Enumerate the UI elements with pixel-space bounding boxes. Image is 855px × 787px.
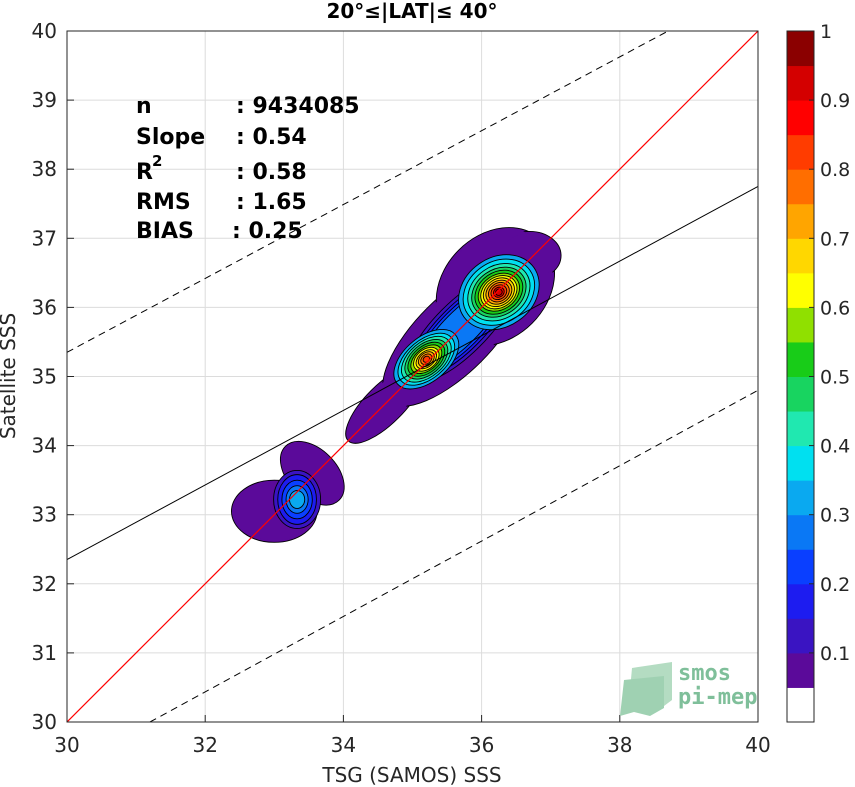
y-tick-label: 30: [32, 710, 57, 734]
logo-line-smos: smos: [678, 661, 731, 686]
y-tick-label: 33: [32, 503, 57, 527]
grid-lines: [66, 30, 759, 723]
colorbar-segment: [787, 272, 814, 308]
colorbar-segment: [787, 307, 814, 343]
y-tick-label: 36: [32, 295, 57, 319]
colorbar-tick-label: 0.6: [820, 297, 850, 319]
colorbar-segment: [787, 341, 814, 377]
colorbar-tick-label: 0.5: [820, 367, 850, 389]
colorbar-segment: [787, 652, 814, 688]
colorbar-tick-label: 1: [820, 21, 832, 43]
colorbar-segment: [787, 31, 814, 67]
x-axis-ticks: 30 32 34 36 38 40: [54, 715, 771, 757]
y-tick-label: 40: [32, 19, 57, 43]
x-tick-label: 34: [331, 733, 356, 757]
reference-lines: [67, 31, 758, 722]
colorbar-segment: [787, 169, 814, 205]
colorbar-segment: [787, 134, 814, 170]
stat-r2-label: R: [136, 160, 153, 185]
stat-rms-label: RMS: [136, 190, 191, 215]
colorbar-tick-label: 0.8: [820, 159, 850, 181]
stat-n-value: : 9434085: [236, 94, 360, 119]
x-tick-label: 30: [54, 733, 79, 757]
colorbar-segment: [787, 687, 814, 723]
density-contour-band: [495, 288, 503, 296]
upper-bound-dashed-line: [67, 31, 669, 353]
colorbar: [786, 30, 815, 723]
colorbar-tick-label: 0.4: [820, 436, 850, 458]
stat-slope-label: Slope: [136, 125, 205, 150]
colorbar-segment: [787, 376, 814, 412]
colorbar-segment: [787, 100, 814, 136]
colorbar-segment: [787, 549, 814, 585]
y-tick-label: 38: [32, 157, 57, 181]
colorbar-segment: [787, 480, 814, 516]
colorbar-segment: [787, 411, 814, 447]
colorbar-segment: [787, 583, 814, 619]
lower-bound-dashed-line: [149, 389, 758, 722]
x-tick-label: 40: [745, 733, 770, 757]
identity-line: [67, 31, 758, 722]
colorbar-segment: [787, 238, 814, 274]
smos-pimep-logo: smos pi-mep: [620, 661, 757, 716]
x-tick-label: 38: [607, 733, 632, 757]
stat-rms-value: : 1.65: [236, 190, 307, 215]
y-axis-ticks: 30 31 32 33 34 35 36 37 38 39 40: [32, 19, 74, 734]
x-axis-label: TSG (SAMOS) SSS: [321, 763, 501, 787]
colorbar-tick-label: 0.3: [820, 505, 850, 527]
stats-block: n : 9434085 Slope : 0.54 R 2 : 0.58 RMS …: [136, 94, 360, 244]
y-tick-label: 39: [32, 88, 57, 112]
x-tick-label: 32: [192, 733, 217, 757]
stat-r2-value: : 0.58: [236, 160, 307, 185]
colorbar-tick-label: 0.1: [820, 643, 850, 665]
colorbar-segment: [787, 514, 814, 550]
y-tick-label: 34: [32, 434, 57, 458]
y-tick-label: 37: [32, 226, 57, 250]
stat-bias-value: : 0.25: [232, 219, 303, 244]
y-axis-label: Satellite SSS: [0, 313, 20, 439]
colorbar-segment: [787, 65, 814, 101]
colorbar-tick-label: 0.7: [820, 228, 850, 250]
y-tick-label: 31: [32, 641, 57, 665]
colorbar-ticks: 0.1 0.2 0.3 0.4 0.5 0.6 0.7 0.8 0.9 1: [809, 21, 850, 665]
logo-line-pimep: pi-mep: [678, 685, 757, 710]
stat-bias-label: BIAS: [136, 219, 194, 244]
x-tick-label: 36: [469, 733, 494, 757]
colorbar-tick-label: 0.9: [820, 90, 850, 112]
colorbar-segment: [787, 203, 814, 239]
y-tick-label: 32: [32, 572, 57, 596]
density-contour-band: [289, 490, 306, 509]
regression-line: [67, 186, 758, 561]
y-tick-label: 35: [32, 365, 57, 389]
colorbar-tick-label: 0.2: [820, 574, 850, 596]
colorbar-segment: [787, 618, 814, 654]
stat-slope-value: : 0.54: [236, 125, 307, 150]
stat-n-label: n: [136, 94, 152, 119]
stat-r2-superscript: 2: [152, 152, 162, 170]
chart-title: 20°≤|LAT|≤ 40°: [326, 0, 497, 23]
logo-wave-icon: [620, 662, 672, 716]
colorbar-segment: [787, 445, 814, 481]
